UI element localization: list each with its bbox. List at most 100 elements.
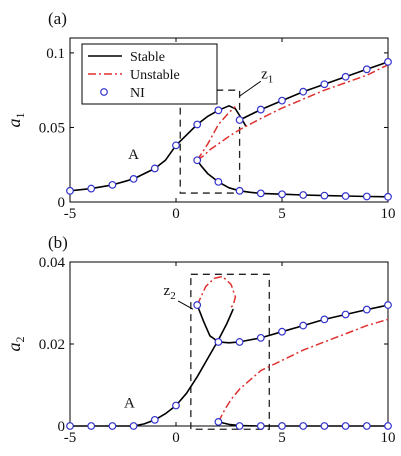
stable-branch-line [70, 308, 234, 427]
ni-marker [172, 141, 180, 150]
z2-pointer-line [177, 300, 194, 310]
x-tick-label: 0 [172, 206, 180, 222]
ni-marker [214, 338, 223, 346]
y-axis-label: a2 [4, 337, 27, 352]
ni-marker [278, 190, 286, 199]
y-tick-label: 0.05 [39, 120, 65, 136]
unstable-branch-line [196, 106, 236, 161]
annotation-base: z [261, 66, 268, 82]
annotation-label: A [124, 396, 135, 412]
panel-label: (a) [48, 9, 67, 28]
annotation-base: A [124, 396, 135, 412]
x-tick-label: 5 [278, 430, 286, 446]
ni-marker [193, 156, 202, 165]
annotation-label: z1 [261, 66, 273, 85]
unstable-branch-line [196, 64, 389, 161]
panel-label: (b) [48, 233, 68, 252]
ni-marker [256, 105, 265, 114]
zoom-box [179, 89, 241, 194]
y-tick-label: 0.02 [39, 337, 65, 353]
ni-marker [341, 72, 350, 81]
ni-marker [384, 57, 392, 66]
annotation-subscript: 1 [268, 73, 274, 85]
y-tick-label: 0.1 [46, 46, 65, 62]
stable-branch-line [196, 159, 389, 198]
stable-branch-line [69, 105, 247, 192]
ni-marker [320, 422, 329, 430]
x-tick-label: 10 [381, 430, 396, 446]
ni-marker [214, 106, 223, 115]
ni-marker [278, 327, 286, 336]
ni-marker [193, 120, 202, 129]
unstable-branch-line [196, 275, 237, 310]
ni-marker [341, 310, 350, 319]
ni-marker [320, 191, 329, 200]
ni-marker [108, 180, 117, 189]
ni-marker [278, 96, 286, 105]
ni-marker [214, 177, 223, 186]
ni-marker [193, 301, 202, 309]
ni-marker [129, 422, 138, 430]
ni-marker [150, 415, 159, 424]
ni-marker [384, 422, 392, 430]
x-tick-label: 0 [172, 430, 180, 446]
ni-marker [256, 422, 265, 430]
ni-marker [108, 422, 117, 430]
ni-marker [87, 184, 96, 193]
annotation-subscript: 2 [170, 290, 176, 302]
y-axis-label-subscript: 1 [13, 113, 27, 119]
ni-marker [235, 186, 244, 195]
zoom-box [190, 273, 270, 430]
legend-label: Unstable [130, 68, 180, 83]
unstable-branch-line [217, 318, 389, 423]
x-tick-label: 10 [381, 206, 396, 222]
annotation-base: A [128, 147, 139, 163]
x-tick-label: -5 [64, 206, 77, 222]
legend-label: Stable [130, 50, 165, 65]
ni-marker [299, 191, 308, 199]
ni-marker [66, 186, 74, 195]
ni-marker [320, 315, 329, 324]
annotation-base: z [164, 283, 171, 299]
ni-marker [214, 418, 223, 426]
ni-marker [299, 422, 308, 430]
legend: Stable Unstable NI [81, 43, 218, 105]
y-tick-label: 0 [58, 419, 66, 435]
x-tick-label: 5 [278, 206, 286, 222]
legend-marker [100, 88, 108, 96]
y-tick-label: 0 [58, 195, 66, 211]
y-tick-label: 0.04 [39, 255, 66, 271]
ni-marker [299, 321, 308, 330]
z1-pointer-line [239, 80, 262, 97]
ni-marker [150, 164, 159, 173]
ni-marker [256, 333, 265, 342]
y-axis-label-base: a [4, 343, 24, 352]
ni-marker [362, 305, 371, 314]
ni-marker [256, 189, 265, 198]
y-axis-label-subscript: 2 [13, 337, 27, 343]
ni-marker [341, 422, 350, 430]
annotation-label: A [128, 147, 139, 163]
ni-marker [278, 422, 286, 430]
ni-marker [235, 422, 244, 430]
plot-frame [69, 37, 389, 203]
ni-marker [362, 65, 371, 74]
ni-marker [129, 174, 138, 183]
ni-marker [87, 422, 96, 430]
ni-marker [235, 338, 244, 346]
ni-marker [320, 80, 329, 89]
ni-marker [384, 192, 392, 201]
ni-marker [299, 87, 308, 96]
ni-marker [362, 192, 371, 201]
ni-marker [384, 301, 392, 309]
y-axis-label: a1 [4, 113, 27, 128]
x-tick-label: -5 [64, 430, 77, 446]
ni-marker [66, 422, 74, 430]
legend-label: NI [130, 86, 145, 101]
annotation-label: z2 [164, 283, 176, 302]
y-axis-label-base: a [4, 119, 24, 128]
ni-marker [235, 116, 244, 124]
